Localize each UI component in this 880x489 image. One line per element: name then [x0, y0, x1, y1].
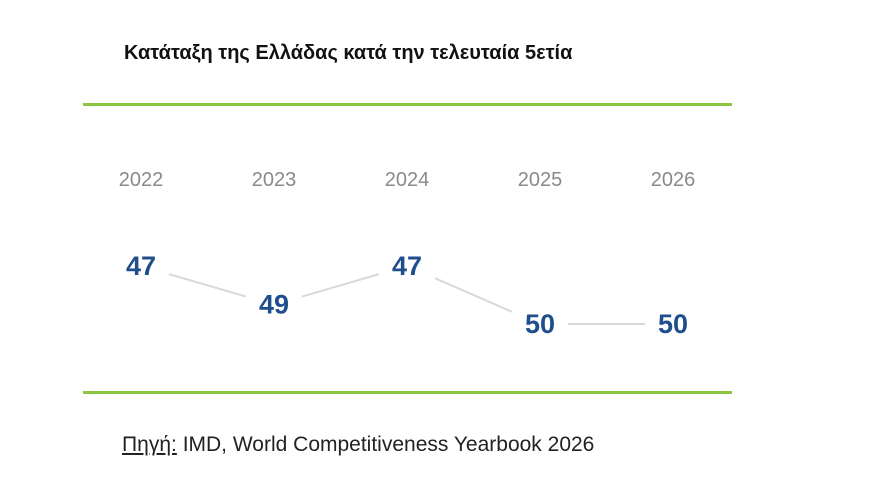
- connector-line: [301, 273, 380, 298]
- bottom-divider: [83, 391, 732, 394]
- connector-line: [434, 277, 513, 313]
- rank-value-label: 49: [259, 290, 289, 320]
- year-label: 2025: [518, 169, 563, 191]
- rank-value-label: 47: [392, 251, 422, 281]
- source-text: IMD, World Competitiveness Yearbook 2026: [176, 433, 595, 456]
- year-labels: 2022 2023 2024 2025 2026: [119, 169, 696, 191]
- top-divider: [83, 103, 732, 106]
- year-label: 2024: [385, 169, 430, 191]
- connector-line: [168, 273, 247, 298]
- chart-title: Κατάταξη της Ελλάδας κατά την τελευταία …: [124, 42, 573, 64]
- year-label: 2023: [252, 169, 297, 191]
- rank-value-label: 47: [126, 251, 156, 281]
- year-label: 2026: [651, 169, 696, 191]
- rank-value-labels: 47 49 47 50 50: [126, 251, 688, 339]
- year-label: 2022: [119, 169, 164, 191]
- rank-value-label: 50: [525, 309, 555, 339]
- source-label: Πηγή:: [122, 433, 177, 456]
- rank-value-label: 50: [658, 309, 688, 339]
- connector-lines: [168, 273, 645, 325]
- source-note: Πηγή: IMD, World Competitiveness Yearboo…: [122, 433, 594, 457]
